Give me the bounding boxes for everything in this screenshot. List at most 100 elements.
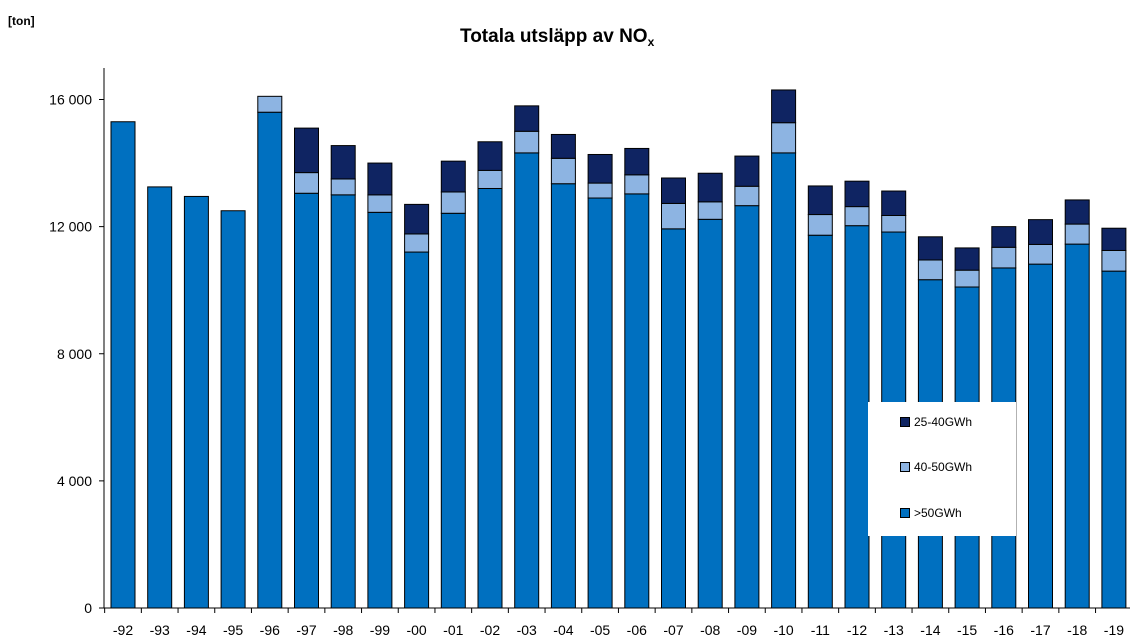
bar-segment [917, 259, 943, 281]
legend-swatch-40-50gwh [900, 462, 910, 472]
bar-segment [881, 215, 907, 233]
bar-segment [367, 211, 393, 609]
bar-segment [367, 162, 393, 196]
y-tick-label: 16 000 [49, 92, 92, 108]
chart-title-main: Totala utsläpp av NO [460, 26, 648, 47]
x-tick-label: -95 [223, 622, 243, 637]
bar-segment [1064, 199, 1090, 225]
bar-segment [1101, 249, 1127, 272]
x-tick-label: -08 [700, 622, 720, 637]
bar-segment [330, 178, 356, 196]
x-tick-label: -97 [296, 622, 316, 637]
x-tick-label: -93 [150, 622, 170, 637]
x-tick-label: -92 [113, 622, 133, 637]
bar-segment [367, 194, 393, 213]
bar-segment [477, 141, 503, 171]
bar-segment [844, 206, 870, 227]
x-tick-label: -00 [406, 622, 426, 637]
bar-segment [257, 95, 283, 113]
bar-segment [257, 111, 283, 609]
bar-segment [1028, 263, 1053, 609]
bar-segment [771, 152, 797, 609]
x-tick-label: -12 [847, 622, 867, 637]
legend-swatch-gt50gwh [900, 508, 910, 518]
x-tick-label: -15 [957, 622, 977, 637]
bar-segment [661, 228, 686, 609]
x-tick-label: -07 [663, 622, 683, 637]
y-tick-label: 12 000 [49, 219, 92, 235]
bar-segment [294, 127, 319, 174]
legend-item-40-50gwh: 40-50GWh [900, 460, 972, 474]
bar-segment [1101, 270, 1127, 609]
x-tick-label: -16 [994, 622, 1014, 637]
chart-title: Totala utsläpp av NOx [460, 26, 654, 49]
bar-segment [477, 187, 503, 609]
legend: 25-40GWh 40-50GWh >50GWh [868, 402, 1016, 536]
x-tick-label: -10 [773, 622, 793, 637]
x-tick-label: -11 [811, 622, 830, 637]
x-tick-label: -01 [443, 622, 463, 637]
x-tick-label: -06 [627, 622, 647, 637]
bar-segment [624, 147, 650, 176]
x-tick-label: -96 [260, 622, 280, 637]
legend-swatch-25-40gwh [900, 417, 910, 427]
x-tick-label: -13 [884, 622, 904, 637]
bar-segment [991, 226, 1017, 248]
bar-segment [514, 130, 540, 154]
legend-label-gt50gwh: >50GWh [914, 506, 962, 520]
bar-segment [734, 155, 760, 187]
bar-segment [881, 190, 907, 217]
bar-segment [404, 233, 430, 253]
bar-segment [587, 197, 613, 609]
bar-segment [1101, 227, 1127, 251]
bar-segment [734, 185, 760, 207]
bar-segment [404, 203, 430, 235]
x-tick-label: -05 [590, 622, 610, 637]
x-tick-label: -94 [186, 622, 206, 637]
bar-segment [330, 145, 356, 180]
bar-segment [624, 174, 650, 195]
bar-segment [587, 182, 613, 199]
bar-segment [1064, 223, 1090, 245]
bar-segment [697, 218, 723, 609]
x-tick-label: -03 [517, 622, 537, 637]
bar-segment [550, 133, 576, 159]
bar-segment [587, 153, 613, 184]
bar-segment [771, 122, 797, 154]
legend-item-gt50gwh: >50GWh [900, 506, 962, 520]
bar-segment [917, 236, 943, 261]
bar-segment [183, 195, 209, 609]
bar-segment [991, 246, 1017, 269]
y-tick-label: 4 000 [57, 473, 92, 489]
x-tick-label: -99 [370, 622, 390, 637]
x-tick-label: -98 [333, 622, 353, 637]
bar-segment [697, 201, 723, 220]
bar-segment [734, 205, 760, 609]
bar-segment [550, 183, 576, 609]
bar-segment [147, 186, 173, 609]
bar-segment [954, 269, 980, 288]
x-tick-label: -17 [1030, 622, 1050, 637]
chart-title-subscript: x [647, 35, 655, 49]
bar-segment [807, 185, 833, 216]
bar-segment [771, 89, 797, 124]
bar-segment [440, 160, 466, 193]
bar-segment [294, 192, 319, 609]
bar-segment [807, 234, 833, 609]
bar-segment [220, 210, 246, 609]
bar-segment [440, 212, 466, 609]
x-tick-label: -09 [737, 622, 757, 637]
x-tick-label: -02 [480, 622, 500, 637]
bar-segment [1064, 243, 1090, 609]
bar-segment [550, 157, 576, 185]
y-tick-label: 0 [84, 600, 92, 616]
legend-label-25-40gwh: 25-40GWh [914, 415, 973, 429]
bar-segment [294, 172, 319, 194]
bar-segment [661, 202, 686, 230]
bar-segment [697, 172, 723, 203]
bar-segment [1028, 243, 1053, 265]
bar-segment [110, 121, 136, 609]
bar-segment [844, 180, 870, 208]
x-tick-label: -19 [1104, 622, 1124, 637]
bar-segment [844, 225, 870, 609]
